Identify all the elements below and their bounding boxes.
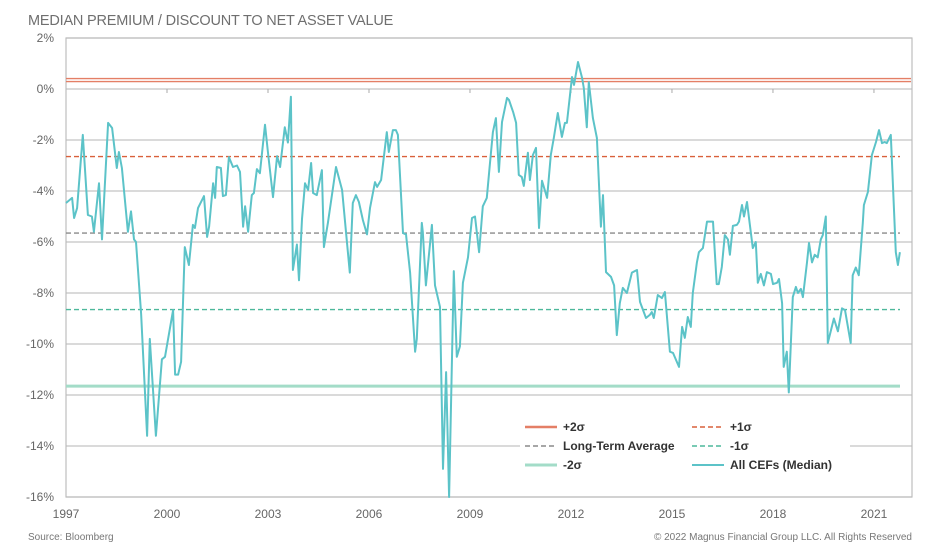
x-tick-label: 2018 bbox=[760, 507, 787, 521]
source-note: Source: Bloomberg bbox=[28, 532, 114, 543]
x-tick-label: 2009 bbox=[457, 507, 484, 521]
y-tick-label: -8% bbox=[33, 286, 55, 300]
y-tick-label: -16% bbox=[26, 490, 54, 504]
plot-frame bbox=[65, 37, 913, 498]
copyright-note: © 2022 Magnus Financial Group LLC. All R… bbox=[653, 532, 912, 543]
x-tick-label: 2006 bbox=[356, 507, 383, 521]
legend: +2σ +1σ Long-Term Average -1σ -2σ All CEFs (M… bbox=[520, 414, 850, 476]
x-tick-label: 2000 bbox=[154, 507, 181, 521]
legend-background bbox=[520, 414, 850, 476]
y-tick-label: -12% bbox=[26, 388, 54, 402]
y-tick-label: -2% bbox=[33, 133, 55, 147]
legend-label: +2σ bbox=[563, 420, 585, 434]
series-line-all-cefs-median bbox=[65, 61, 901, 498]
y-tick-label: -14% bbox=[26, 439, 54, 453]
y-tick-label: 0% bbox=[37, 82, 55, 96]
chart-title: MEDIAN PREMIUM / DISCOUNT TO NET ASSET V… bbox=[28, 13, 394, 29]
legend-label: +1σ bbox=[730, 420, 752, 434]
x-tick-label: 2012 bbox=[558, 507, 585, 521]
x-tick-label: 2015 bbox=[659, 507, 686, 521]
y-tick-label: -10% bbox=[26, 337, 54, 351]
x-tick-label: 2021 bbox=[861, 507, 888, 521]
y-tick-label: 2% bbox=[37, 31, 55, 45]
y-tick-label: -4% bbox=[33, 184, 55, 198]
x-tick-label: 1997 bbox=[53, 507, 80, 521]
legend-label: Long-Term Average bbox=[563, 439, 675, 453]
legend-label: -1σ bbox=[730, 439, 749, 453]
y-tick-label: -6% bbox=[33, 235, 55, 249]
legend-label: -2σ bbox=[563, 458, 582, 472]
x-tick-label: 2003 bbox=[255, 507, 282, 521]
legend-label: All CEFs (Median) bbox=[730, 458, 832, 472]
